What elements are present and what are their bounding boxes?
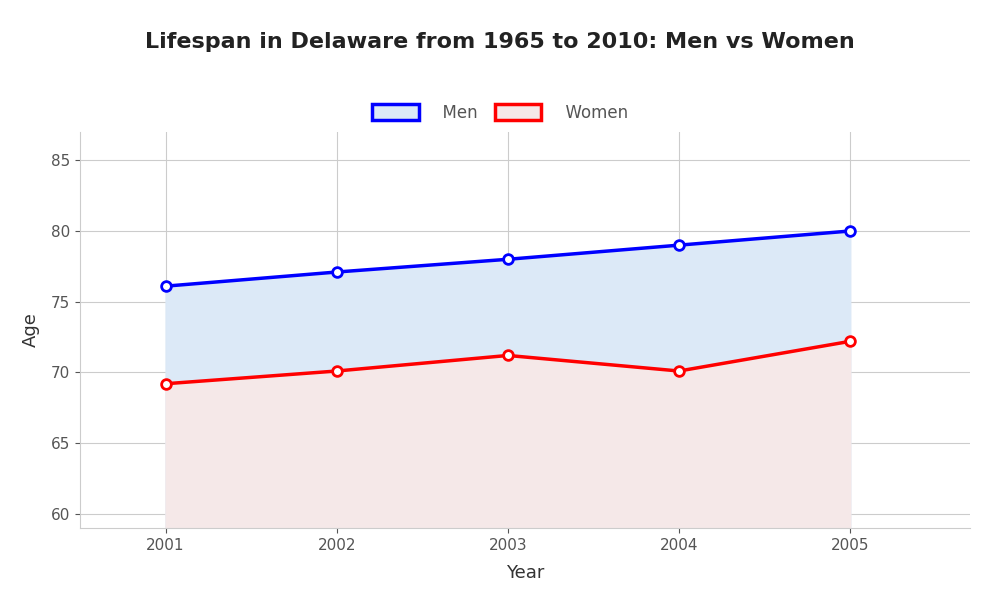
X-axis label: Year: Year [506, 564, 544, 582]
Text: Lifespan in Delaware from 1965 to 2010: Men vs Women: Lifespan in Delaware from 1965 to 2010: … [145, 32, 855, 52]
Y-axis label: Age: Age [22, 313, 40, 347]
Legend:   Men,   Women: Men, Women [364, 95, 636, 130]
